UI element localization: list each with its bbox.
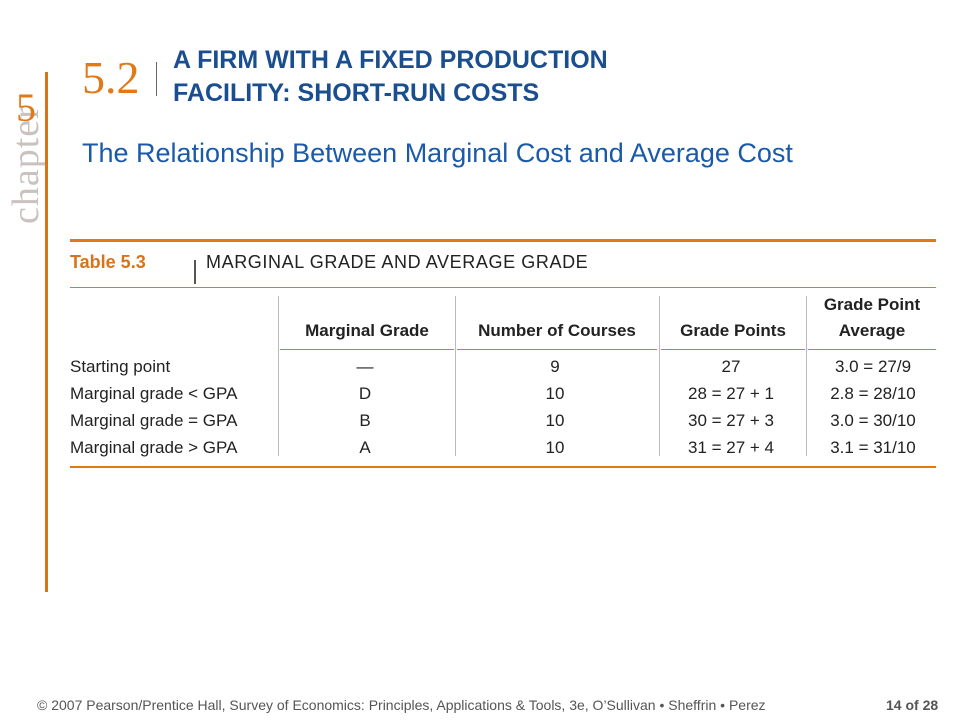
cell-marginal-grade: D: [358, 384, 372, 403]
column-separator: [659, 296, 660, 456]
row-label: Marginal grade < GPA: [70, 384, 238, 403]
column-separator: [278, 296, 279, 456]
table-label-divider: [194, 260, 196, 284]
cell-grade-points: 28 = 27 + 1: [687, 384, 775, 403]
cell-marginal-grade: —: [356, 357, 374, 376]
chapter-number: 5: [16, 85, 36, 130]
table-row: Starting point — 9 27 3.0 = 27/9: [70, 355, 936, 379]
section-title-line-2: FACILITY: SHORT-RUN COSTS: [173, 79, 540, 107]
header-grade-points: Grade Points: [680, 321, 786, 340]
header-rule: [457, 349, 657, 350]
table-caption: MARGINAL GRADE AND AVERAGE GRADE: [206, 252, 589, 272]
copyright-footer: © 2007 Pearson/Prentice Hall, Survey of …: [37, 697, 766, 713]
row-label: Marginal grade > GPA: [70, 438, 238, 457]
cell-marginal-grade: A: [359, 438, 371, 457]
cell-grade-points: 31 = 27 + 4: [687, 438, 775, 457]
header-number-of-courses: Number of Courses: [478, 321, 636, 340]
cell-grade-points: 30 = 27 + 3: [687, 411, 775, 430]
table-label: Table 5.3: [70, 252, 146, 272]
cell-courses: 10: [545, 411, 565, 430]
cell-courses: 9: [550, 357, 560, 376]
cell-courses: 10: [545, 384, 565, 403]
header-rule: [661, 349, 805, 350]
header-marginal-grade: Marginal Grade: [305, 321, 429, 340]
header-gpa-line-1: Grade Point: [823, 295, 921, 314]
page-of: of: [905, 697, 919, 713]
table-row: Marginal grade > GPA A 10 31 = 27 + 4 3.…: [70, 436, 936, 460]
chapter-divider: [45, 72, 48, 592]
row-label: Marginal grade = GPA: [70, 411, 238, 430]
cell-grade-points: 27: [721, 357, 741, 376]
header-rule: [280, 349, 454, 350]
table-row: Marginal grade < GPA D 10 28 = 27 + 1 2.…: [70, 382, 936, 406]
cell-gpa: 3.0 = 27/9: [834, 357, 912, 376]
page-current: 14: [886, 697, 902, 713]
table-row: Marginal grade = GPA B 10 30 = 27 + 3 3.…: [70, 409, 936, 433]
cell-courses: 10: [545, 438, 565, 457]
table-caption-rule: [70, 287, 936, 288]
section-title: A FIRM WITH A FIXED PRODUCTION FACILITY:…: [173, 44, 813, 110]
page-counter: 14 of 28: [886, 697, 938, 713]
slide-subtitle: The Relationship Between Marginal Cost a…: [82, 138, 793, 168]
cell-marginal-grade: B: [359, 411, 371, 430]
column-separator: [455, 296, 456, 456]
header-gpa-line-2: Average: [838, 321, 906, 340]
table-top-rule: [70, 239, 936, 242]
section-title-line-1: A FIRM WITH A FIXED PRODUCTION: [173, 46, 608, 74]
header-rule: [808, 349, 936, 350]
column-separator: [806, 296, 807, 456]
header-gpa: Grade Point Average: [808, 292, 936, 344]
cell-gpa: 2.8 = 28/10: [830, 384, 916, 403]
cell-gpa: 3.0 = 30/10: [830, 411, 916, 430]
section-divider: [156, 62, 157, 96]
row-label: Starting point: [70, 357, 171, 376]
page-total: 28: [922, 697, 939, 713]
section-number: 5.2: [82, 52, 140, 103]
table-bottom-rule: [70, 466, 936, 468]
cell-gpa: 3.1 = 31/10: [830, 438, 916, 457]
